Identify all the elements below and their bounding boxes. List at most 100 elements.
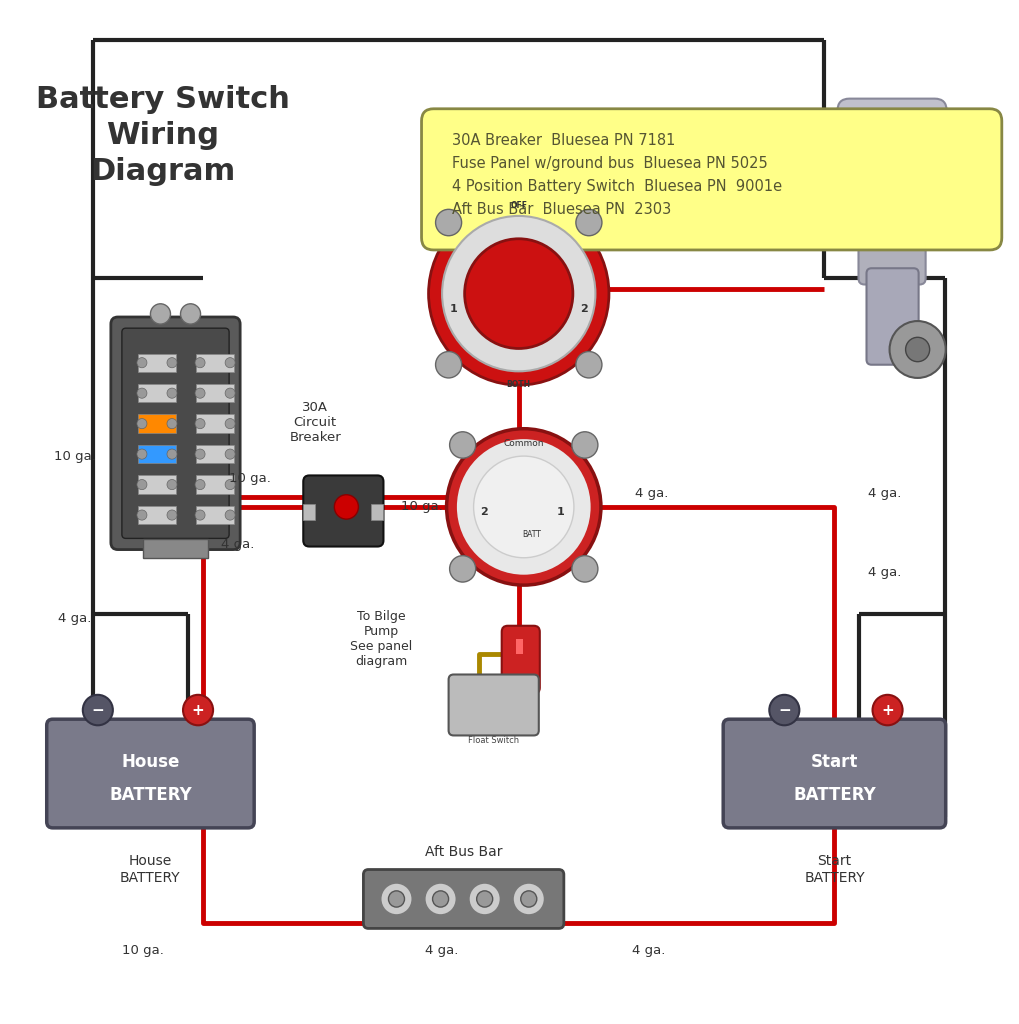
Bar [138,353,176,372]
FancyBboxPatch shape [122,328,229,539]
Circle shape [225,479,235,489]
Circle shape [521,891,537,907]
Text: Float Switch: Float Switch [468,735,520,744]
Circle shape [435,209,462,236]
Circle shape [167,357,177,368]
Circle shape [465,239,573,348]
Text: 30A Breaker  Bluesea PN 7181
Fuse Panel w/ground bus  Bluesea PN 5025
4 Position: 30A Breaker Bluesea PN 7181 Fuse Panel w… [451,133,782,216]
Text: Start
BATTERY: Start BATTERY [804,854,865,885]
Circle shape [572,432,598,458]
Circle shape [449,556,476,582]
Circle shape [167,450,177,459]
Bar [196,506,234,524]
Bar [138,384,176,402]
FancyBboxPatch shape [723,719,946,827]
FancyBboxPatch shape [422,109,1002,250]
Text: OFF: OFF [511,201,527,210]
Bar [196,475,234,494]
Text: +: + [192,702,205,718]
Circle shape [137,388,147,398]
Text: 2: 2 [580,304,588,314]
Circle shape [388,891,405,907]
Text: 10 ga.: 10 ga. [54,450,96,463]
Bar [196,445,234,463]
Text: 4 ga.: 4 ga. [868,487,901,500]
Text: Battery Switch
Wiring
Diagram: Battery Switch Wiring Diagram [36,85,290,186]
Text: Common: Common [503,439,544,449]
Circle shape [872,695,903,725]
Text: 30A
Circuit
Breaker: 30A Circuit Breaker [289,401,341,444]
Circle shape [380,883,413,915]
Text: House: House [121,753,179,771]
Text: +: + [881,702,894,718]
Circle shape [446,429,601,585]
Circle shape [225,510,235,520]
Bar [196,353,234,372]
Circle shape [137,510,147,520]
Text: BATTERY: BATTERY [793,785,875,804]
Bar [138,506,176,524]
Text: 1: 1 [450,304,458,314]
Circle shape [442,216,595,372]
FancyBboxPatch shape [501,626,540,694]
Circle shape [890,322,946,378]
Circle shape [576,209,602,236]
Circle shape [167,419,177,429]
Bar [138,475,176,494]
Circle shape [195,419,205,429]
FancyBboxPatch shape [111,317,240,550]
Bar [196,384,234,402]
Text: 4 ga.: 4 ga. [633,944,665,957]
Bar [372,504,383,520]
Circle shape [167,388,177,398]
FancyBboxPatch shape [448,675,539,735]
FancyBboxPatch shape [364,869,564,929]
Circle shape [469,883,500,915]
Text: 4 ga.: 4 ga. [425,944,459,957]
Circle shape [455,438,592,575]
Circle shape [429,202,609,385]
Bar [138,415,176,433]
Circle shape [167,479,177,489]
Text: 4 ga.: 4 ga. [221,538,255,551]
Circle shape [183,695,213,725]
Circle shape [906,337,929,361]
Text: −: − [92,702,104,718]
Circle shape [225,388,235,398]
Circle shape [137,419,147,429]
Circle shape [83,695,113,725]
Circle shape [137,357,147,368]
Text: −: − [777,702,791,718]
Text: Aft Bus Bar: Aft Bus Bar [425,845,502,859]
FancyBboxPatch shape [47,719,254,827]
Circle shape [195,357,205,368]
Circle shape [513,883,545,915]
Circle shape [432,891,448,907]
Circle shape [151,304,170,325]
Bar [304,504,315,520]
FancyBboxPatch shape [858,186,925,285]
Text: BATT: BATT [522,529,541,539]
Text: 2: 2 [480,507,487,517]
Circle shape [195,479,205,489]
Circle shape [225,357,235,368]
Circle shape [137,450,147,459]
Text: 4 ga.: 4 ga. [636,487,668,500]
Text: 10 ga.: 10 ga. [400,501,442,513]
Circle shape [425,883,457,915]
Text: House
BATTERY: House BATTERY [119,854,180,885]
Circle shape [576,351,602,378]
Text: 10 ga.: 10 ga. [229,472,271,485]
Circle shape [180,304,201,325]
Circle shape [449,432,476,458]
Circle shape [435,351,462,378]
Circle shape [474,456,574,558]
Bar [196,415,234,433]
Text: 10 ga.: 10 ga. [122,944,164,957]
Bar [516,639,523,654]
Text: To Bilge
Pump
See panel
diagram: To Bilge Pump See panel diagram [351,610,413,668]
Circle shape [334,495,359,519]
Text: BOTH: BOTH [506,381,531,389]
Circle shape [477,891,493,907]
Bar [143,540,208,558]
